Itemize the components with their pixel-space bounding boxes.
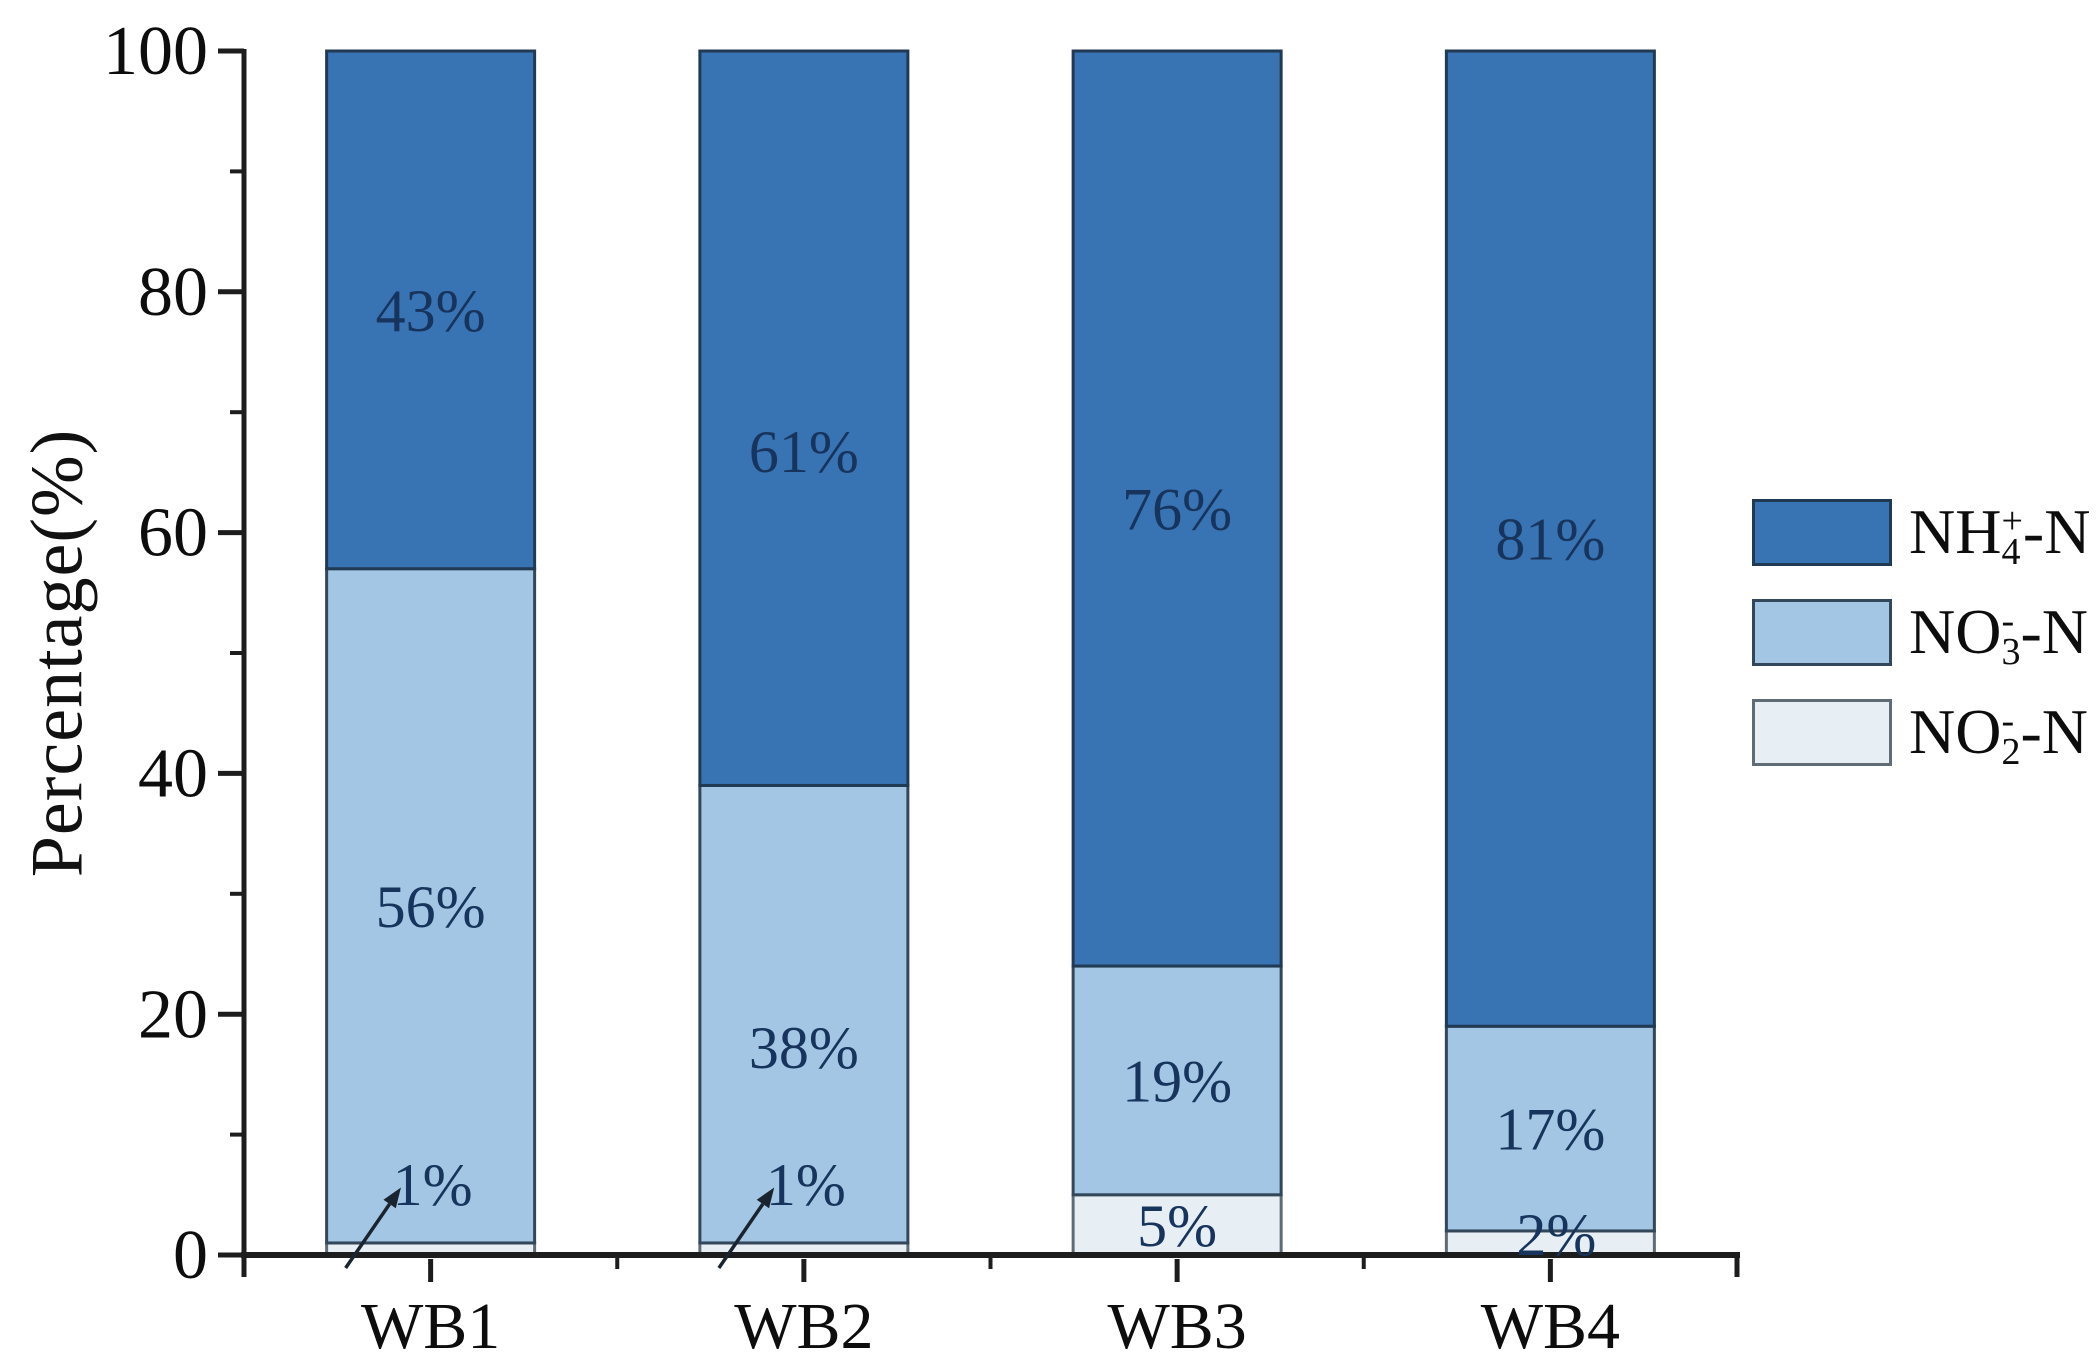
value-label-wb3-nh4-n: 76% (1122, 477, 1232, 543)
x-category-label-wb3: WB3 (1107, 1290, 1246, 1363)
value-label-wb2-nh4-n: 61% (749, 419, 859, 485)
y-tick-label-60: 60 (138, 495, 208, 572)
y-tick-label-100: 100 (103, 13, 208, 90)
y-tick-label-80: 80 (138, 254, 208, 331)
bar-wb2-segment-nh4-n (698, 49, 910, 787)
callout-arrow-line-wb1 (344, 1203, 392, 1269)
value-label-wb3-no2-n: 5% (1137, 1193, 1217, 1259)
bar-wb1-segment-nh4-n (325, 49, 537, 571)
legend-item-no3-n: NO -3 -N (1752, 595, 2088, 673)
y-tick-label-20: 20 (138, 976, 208, 1053)
bar-wb4-segment-nh4-n (1444, 49, 1656, 1028)
legend-swatch-nh4-n (1752, 498, 1892, 566)
legend-label-nh4-n: NH +4 -N (1909, 496, 2091, 573)
y-tick-label-0: 0 (173, 1217, 208, 1294)
bar-wb4-segment-no2-n (1444, 1229, 1656, 1257)
legend-label-no2-n: NO -2 -N (1909, 696, 2088, 773)
value-label-wb1-no2-n: 1% (393, 1152, 473, 1218)
x-category-label-wb2: WB2 (734, 1290, 873, 1363)
legend-item-no2-n: NO -2 -N (1752, 695, 2088, 773)
legend-item-nh4-n: NH +4 -N (1752, 495, 2091, 573)
bar-wb1-segment-no3-n (325, 567, 537, 1245)
value-label-wb4-no2-n: 2% (1516, 1202, 1596, 1268)
value-label-wb2-no2-n: 1% (766, 1152, 846, 1218)
y-axis-title: Percentage(%) (16, 428, 99, 878)
value-label-wb1-nh4-n: 43% (376, 278, 486, 344)
callout-arrow-line-wb2 (717, 1203, 765, 1269)
value-label-wb4-no3-n: 17% (1495, 1097, 1605, 1163)
x-category-label-wb4: WB4 (1481, 1290, 1620, 1363)
bar-wb4-segment-no3-n (1444, 1024, 1656, 1233)
value-label-wb2-no3-n: 38% (749, 1015, 859, 1081)
callout-arrowhead-wb2 (756, 1187, 775, 1209)
bar-wb3-segment-no3-n (1071, 964, 1283, 1197)
bar-wb2-segment-no3-n (698, 783, 910, 1245)
bar-wb3-segment-nh4-n (1071, 49, 1283, 968)
legend-label-no3-n: NO -3 -N (1909, 596, 2088, 673)
value-label-wb3-no3-n: 19% (1122, 1048, 1232, 1114)
value-label-wb1-no3-n: 56% (376, 874, 486, 940)
legend-swatch-no2-n (1752, 698, 1892, 766)
callout-arrowhead-wb1 (383, 1187, 401, 1209)
legend-swatch-no3-n (1752, 598, 1892, 666)
value-label-wb4-nh4-n: 81% (1495, 507, 1605, 573)
x-category-label-wb1: WB1 (361, 1290, 500, 1363)
y-tick-label-40: 40 (138, 736, 208, 813)
